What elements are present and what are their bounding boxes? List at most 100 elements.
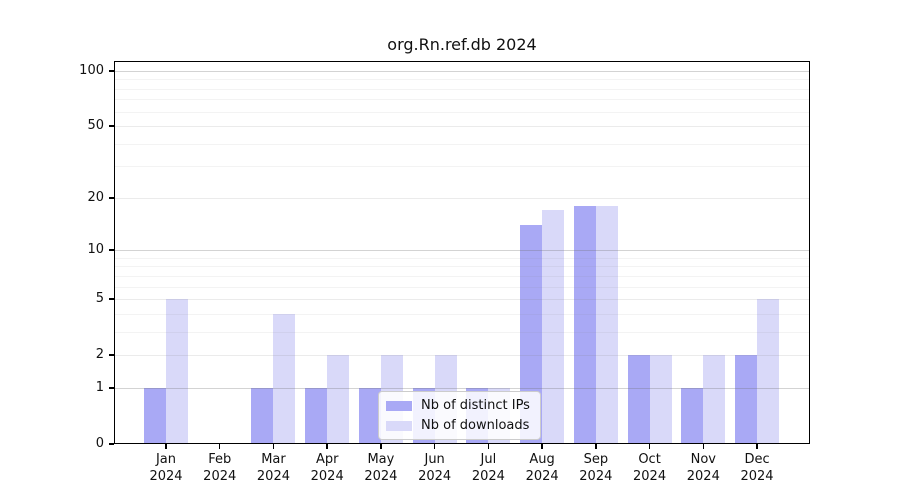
bar-ips-may (358, 387, 381, 444)
x-tick-label-jan: Jan 2024 (135, 451, 197, 485)
x-tick-may (380, 444, 382, 449)
x-tick-label-dec: Dec 2024 (726, 451, 788, 485)
x-label-month: May (367, 452, 395, 467)
y-tick-label-50: 50 (87, 118, 104, 134)
gridline-5 (114, 299, 810, 301)
x-tick-dec (756, 444, 758, 449)
x-tick-label-may: May 2024 (350, 451, 412, 485)
bar-downloads-aug (542, 210, 565, 444)
legend-item-downloads: Nb of downloads (386, 417, 532, 434)
gridline-minor-6 (114, 286, 810, 288)
x-label-year: 2024 (203, 469, 237, 484)
x-tick-label-nov: Nov 2024 (672, 451, 734, 485)
gridline-minor-30 (114, 166, 810, 168)
x-label-year: 2024 (256, 469, 290, 484)
gridline-1 (114, 387, 810, 389)
x-label-year: 2024 (310, 469, 344, 484)
x-label-month: Oct (638, 452, 661, 467)
bar-ips-apr (305, 387, 328, 444)
y-tick-label-1: 1 (95, 379, 104, 395)
x-label-year: 2024 (364, 469, 398, 484)
x-tick-label-oct: Oct 2024 (619, 451, 681, 485)
y-tick-label-0: 0 (95, 436, 104, 451)
gridline-minor-3 (114, 331, 810, 333)
x-tick-jul (487, 444, 490, 449)
x-label-month: Aug (529, 452, 555, 467)
y-tick-label-5: 5 (95, 291, 104, 307)
y-tick-label-100: 100 (79, 62, 104, 78)
x-label-month: Jul (480, 452, 497, 467)
x-label-year: 2024 (418, 469, 452, 484)
gridline-100 (114, 70, 810, 72)
x-label-year: 2024 (633, 469, 667, 484)
x-tick-jan (165, 444, 167, 449)
x-tick-apr (326, 444, 328, 449)
y-tick-100 (109, 70, 114, 72)
y-tick-0 (109, 443, 114, 445)
x-label-month: Feb (208, 452, 232, 467)
x-tick-label-aug: Aug 2024 (511, 451, 573, 485)
bar-ips-aug (520, 225, 543, 444)
gridline-minor-4 (114, 313, 810, 315)
x-tick-oct (648, 444, 651, 449)
bar-ips-nov (681, 387, 704, 444)
chart-title: org.Rn.ref.db 2024 (387, 35, 537, 54)
y-tick-label-10: 10 (87, 242, 104, 258)
x-label-year: 2024 (149, 469, 183, 484)
x-tick-feb (218, 444, 221, 449)
bar-downloads-sep (595, 205, 618, 444)
x-tick-label-feb: Feb 2024 (189, 451, 251, 485)
x-label-year: 2024 (525, 469, 559, 484)
gridline-minor-7 (114, 275, 810, 277)
legend: Nb of distinct IPs Nb of downloads (378, 391, 541, 440)
x-tick-nov (702, 444, 705, 449)
y-tick-5 (109, 298, 114, 300)
bar-downloads-oct (649, 355, 672, 444)
x-label-month: Apr (315, 452, 339, 467)
x-label-month: Nov (690, 452, 716, 467)
y-tick-2 (109, 354, 114, 356)
x-label-month: Sep (583, 452, 609, 467)
legend-item-distinct-ips: Nb of distinct IPs (386, 397, 532, 414)
gridline-minor-60 (114, 111, 810, 113)
gridline-minor-8 (114, 266, 810, 268)
x-tick-mar (272, 444, 275, 449)
bar-ips-jan (144, 387, 166, 444)
gridline-50 (114, 126, 810, 128)
x-tick-jun (433, 444, 436, 449)
x-label-month: Jan (155, 452, 177, 467)
bar-downloads-apr (327, 355, 350, 444)
x-label-month: Dec (744, 452, 770, 467)
bar-ips-sep (573, 205, 596, 444)
y-tick-10 (109, 249, 114, 251)
y-tick-50 (109, 125, 114, 127)
y-tick-1 (109, 387, 114, 389)
x-label-month: Jun (424, 452, 445, 467)
bar-ips-oct (627, 355, 650, 444)
gridline-minor-40 (114, 143, 810, 145)
bar-ips-dec (735, 355, 758, 444)
gridline-10 (114, 250, 810, 252)
x-tick-aug (541, 444, 543, 449)
gridline-2 (114, 355, 810, 357)
x-label-month: Mar (261, 452, 286, 467)
gridline-minor-70 (114, 99, 810, 101)
y-tick-label-20: 20 (87, 189, 104, 205)
bar-downloads-dec (757, 299, 780, 444)
x-tick-label-sep: Sep 2024 (565, 451, 627, 485)
bar-downloads-jan (166, 299, 188, 444)
x-tick-label-jun: Jun 2024 (404, 451, 466, 485)
bar-ips-mar (251, 387, 274, 444)
x-label-year: 2024 (579, 469, 613, 484)
legend-swatch-ips-icon (386, 400, 412, 411)
x-tick-label-jul: Jul 2024 (457, 451, 519, 485)
x-tick-label-mar: Mar 2024 (242, 451, 304, 485)
x-tick-sep (595, 444, 597, 449)
gridline-minor-80 (114, 88, 810, 90)
x-label-year: 2024 (740, 469, 774, 484)
gridline-minor-90 (114, 79, 810, 81)
bar-downloads-mar (273, 313, 296, 444)
x-tick-label-apr: Apr 2024 (296, 451, 358, 485)
legend-label-downloads: Nb of downloads (421, 418, 530, 433)
